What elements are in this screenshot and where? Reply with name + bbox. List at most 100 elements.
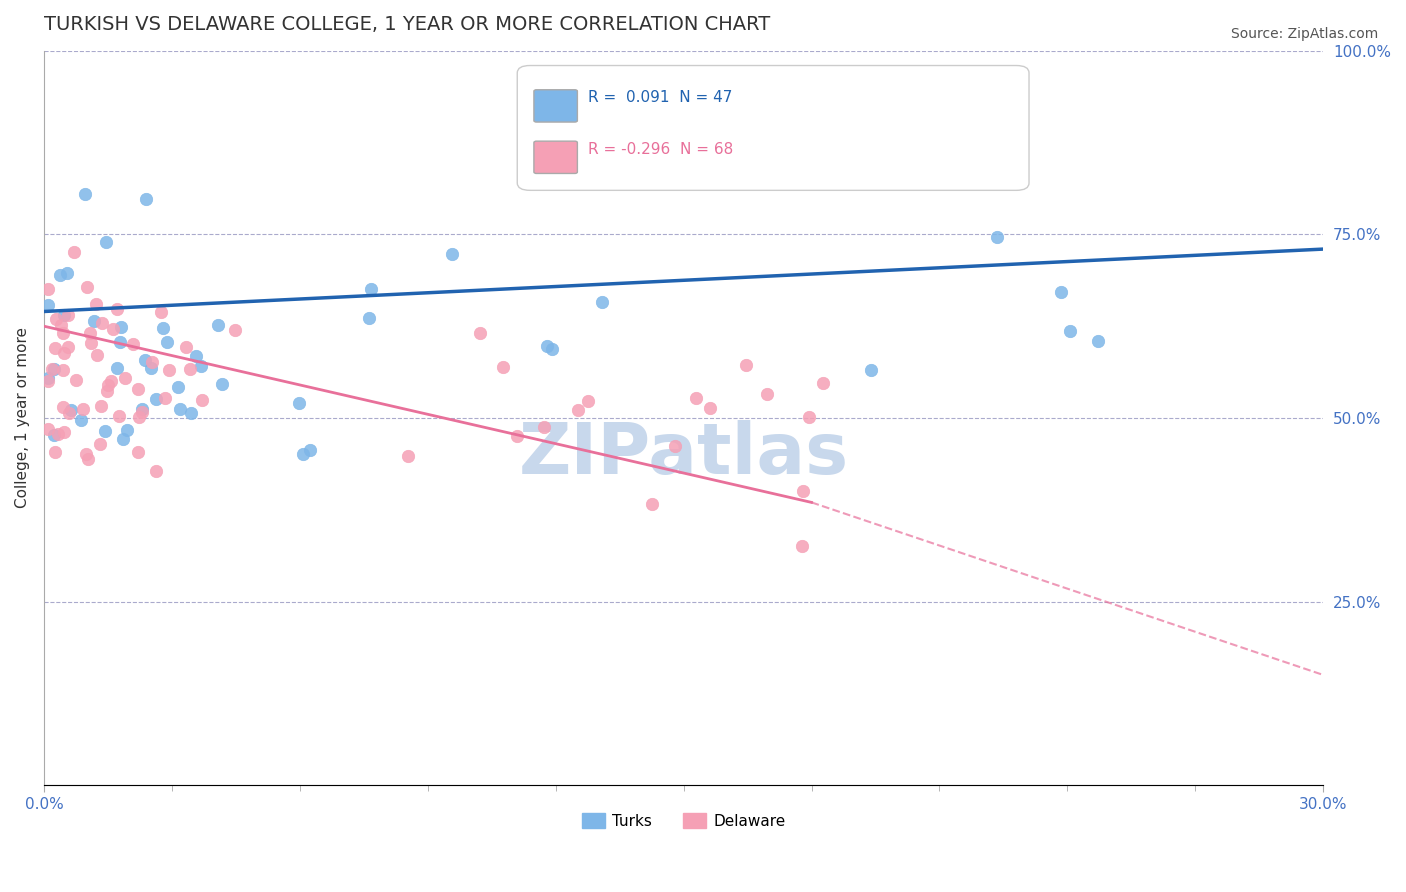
- Point: [51, 318, 73, 332]
- Point: [110, 334, 132, 349]
- Text: ZIPatlas: ZIPatlas: [519, 420, 849, 489]
- Point: [90, 399, 112, 413]
- Point: [44, 342, 66, 356]
- Point: [37, 298, 59, 312]
- Point: [180, 406, 202, 420]
- Point: [111, 432, 134, 446]
- Point: [536, 339, 558, 353]
- Point: [664, 439, 686, 453]
- Point: [44, 445, 66, 459]
- Point: [149, 304, 172, 318]
- Point: [441, 247, 464, 261]
- Point: [45, 311, 67, 326]
- Point: [299, 442, 322, 457]
- Point: [101, 322, 124, 336]
- Point: [699, 401, 721, 415]
- Point: [288, 396, 311, 410]
- Point: [131, 405, 153, 419]
- Point: [83, 313, 105, 327]
- Point: [207, 318, 229, 333]
- Point: [52, 425, 75, 440]
- Point: [783, 175, 806, 189]
- Point: [468, 326, 491, 341]
- Point: [89, 437, 111, 451]
- Point: [52, 308, 75, 322]
- Point: [1049, 285, 1071, 299]
- Point: [42, 428, 65, 442]
- Point: [114, 371, 136, 385]
- Point: [96, 384, 118, 398]
- Point: [790, 540, 813, 554]
- Point: [131, 402, 153, 417]
- Point: [79, 336, 101, 351]
- Point: [734, 358, 756, 372]
- Point: [174, 340, 197, 354]
- Point: [357, 310, 380, 325]
- Point: [860, 363, 883, 377]
- Point: [49, 268, 72, 282]
- Point: [191, 393, 214, 408]
- FancyBboxPatch shape: [534, 90, 578, 122]
- Point: [110, 320, 132, 334]
- Point: [576, 394, 599, 409]
- Point: [567, 403, 589, 417]
- Point: [60, 403, 83, 417]
- Point: [46, 426, 69, 441]
- Point: [41, 361, 63, 376]
- Point: [91, 316, 114, 330]
- Point: [69, 413, 91, 427]
- Point: [77, 452, 100, 467]
- Point: [52, 326, 75, 340]
- Point: [86, 348, 108, 362]
- Legend: Turks, Delaware: Turks, Delaware: [574, 805, 793, 836]
- Point: [396, 449, 419, 463]
- Point: [641, 497, 664, 511]
- Point: [37, 371, 59, 385]
- Point: [492, 360, 515, 375]
- Point: [127, 382, 149, 396]
- Point: [108, 409, 131, 424]
- Point: [53, 346, 76, 360]
- Point: [37, 374, 59, 388]
- Point: [533, 419, 555, 434]
- Point: [72, 401, 94, 416]
- Point: [63, 244, 86, 259]
- Point: [65, 373, 87, 387]
- Point: [145, 464, 167, 478]
- Text: R =  0.091  N = 47: R = 0.091 N = 47: [588, 90, 733, 105]
- Point: [105, 301, 128, 316]
- FancyBboxPatch shape: [517, 65, 1029, 190]
- Point: [155, 391, 177, 405]
- Point: [100, 375, 122, 389]
- Text: Source: ZipAtlas.com: Source: ZipAtlas.com: [1230, 27, 1378, 41]
- Point: [127, 444, 149, 458]
- Point: [56, 266, 79, 280]
- Point: [134, 353, 156, 368]
- Point: [813, 376, 835, 391]
- FancyBboxPatch shape: [534, 141, 578, 173]
- Point: [56, 308, 79, 322]
- Point: [58, 341, 80, 355]
- Point: [117, 423, 139, 437]
- Point: [797, 409, 820, 424]
- Point: [224, 323, 246, 337]
- Point: [755, 387, 778, 401]
- Point: [97, 377, 120, 392]
- Point: [122, 336, 145, 351]
- Point: [75, 447, 97, 461]
- Point: [79, 326, 101, 340]
- Point: [506, 429, 529, 443]
- Point: [986, 230, 1008, 244]
- Y-axis label: College, 1 year or more: College, 1 year or more: [15, 327, 30, 508]
- Point: [360, 282, 382, 296]
- Point: [73, 187, 96, 202]
- Text: R = -0.296  N = 68: R = -0.296 N = 68: [588, 142, 733, 157]
- Point: [157, 363, 180, 377]
- Point: [591, 294, 613, 309]
- Point: [152, 320, 174, 334]
- Point: [52, 363, 75, 377]
- Point: [42, 361, 65, 376]
- Point: [52, 400, 75, 414]
- Point: [107, 361, 129, 376]
- Point: [186, 349, 208, 363]
